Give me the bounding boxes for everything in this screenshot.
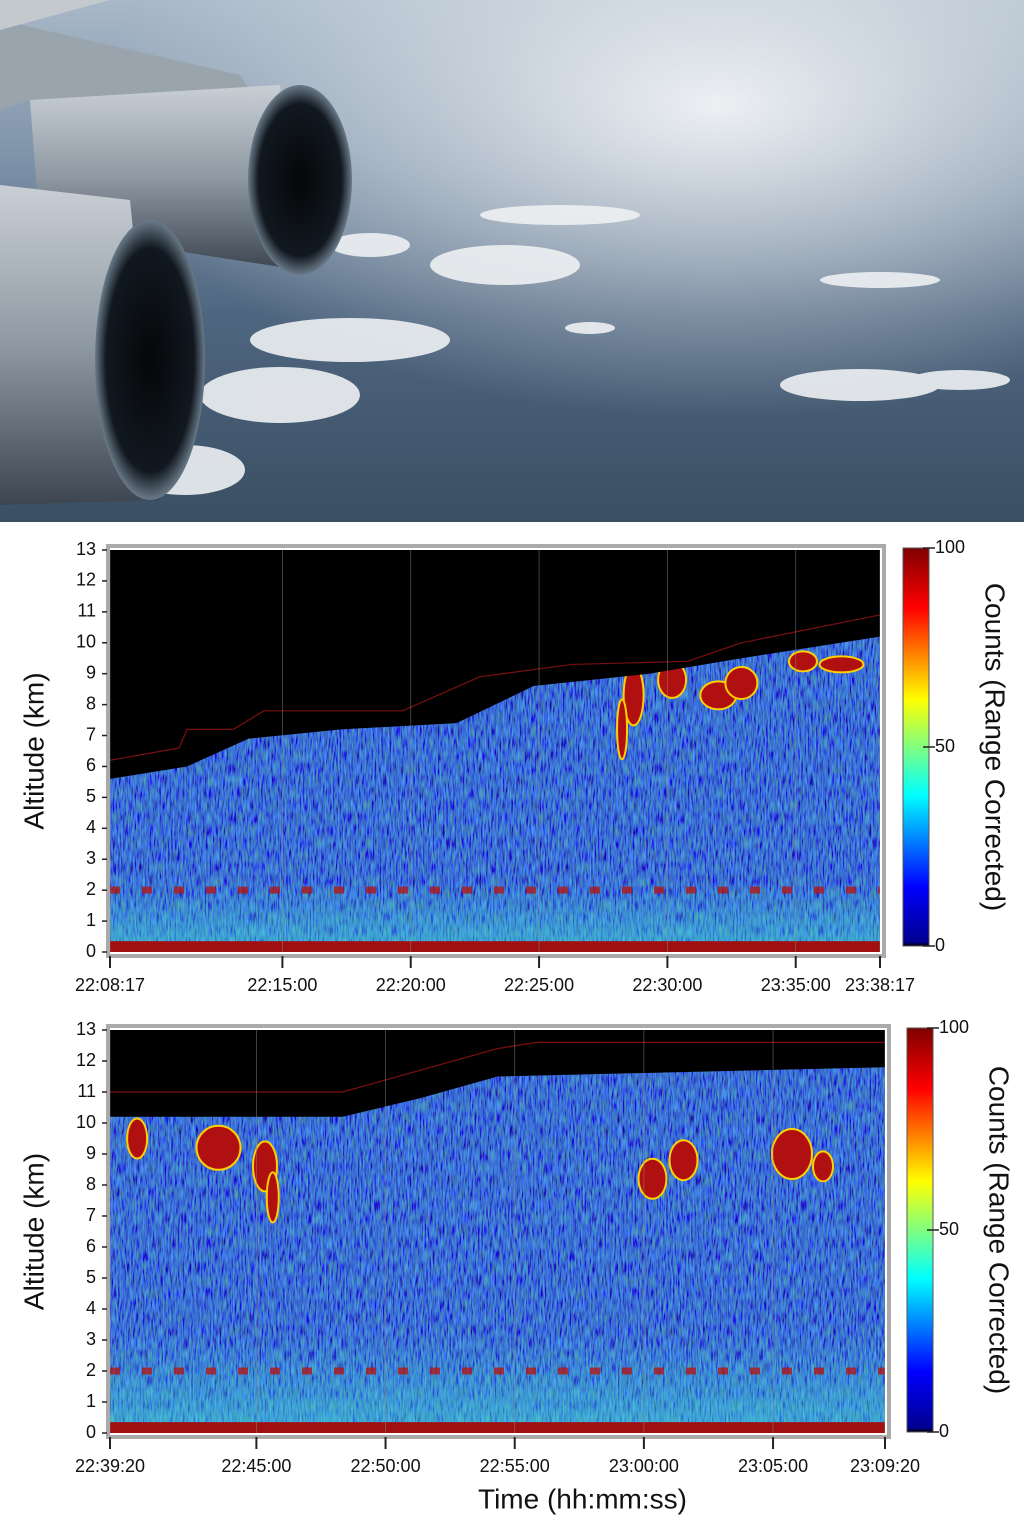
cloud-echo (616, 698, 629, 761)
y-tick-label: 8 (86, 693, 96, 713)
y-tick-label: 4 (86, 1298, 96, 1318)
x-axis-label: Time (hh:mm:ss) (478, 1483, 687, 1514)
y-tick-label: 13 (76, 539, 96, 559)
x-tick-label: 23:00:00 (609, 1456, 679, 1476)
y-tick-label: 1 (86, 1391, 96, 1411)
cloud-echo (788, 650, 818, 673)
ground-return (110, 1422, 885, 1433)
y-tick-label: 0 (86, 941, 96, 961)
y-tick-label: 11 (77, 1081, 96, 1101)
x-tick-label: 23:05:00 (738, 1456, 808, 1476)
y-tick-label: 12 (76, 1050, 96, 1070)
colorbar-label: Counts (Range Corrected) (980, 583, 1011, 911)
y-tick-label: 7 (86, 1205, 96, 1225)
cloud-echo (195, 1124, 242, 1171)
x-tick-label: 22:08:17 (75, 975, 145, 995)
cloud-echo (668, 1139, 699, 1182)
y-tick-label: 12 (76, 570, 96, 590)
y-tick-label: 6 (86, 755, 96, 775)
colorbar-tick-label: 50 (939, 1219, 959, 1239)
y-tick-label: 1 (86, 910, 96, 930)
cloud-echo (812, 1150, 834, 1183)
y-tick-label: 9 (86, 662, 96, 682)
y-tick-label: 8 (86, 1174, 96, 1194)
x-tick-label: 22:25:00 (504, 975, 574, 995)
cloud-echo (265, 1171, 280, 1224)
cloud-echo (771, 1128, 813, 1180)
y-tick-label: 4 (86, 817, 96, 837)
no-signal (110, 1030, 885, 1117)
x-tick-label: 22:45:00 (221, 1456, 291, 1476)
cloud-echo (724, 665, 759, 700)
x-tick-label: 22:50:00 (351, 1456, 421, 1476)
colorbar-label: Counts (Range Corrected) (984, 1066, 1015, 1394)
y-tick-label: 11 (77, 601, 96, 621)
x-tick-label: 22:20:00 (376, 975, 446, 995)
aircraft-photo (0, 0, 1024, 522)
aircraft-track (110, 1041, 885, 1093)
y-tick-label: 2 (86, 879, 96, 899)
no-signal (110, 550, 880, 779)
colorbar-tick-label: 100 (935, 537, 965, 557)
y-tick-label: 2 (86, 1360, 96, 1380)
plot-frame (106, 1024, 891, 1439)
boundary-layer (110, 1333, 885, 1433)
plot-frame (106, 544, 886, 958)
x-tick-label: 22:39:20 (75, 1456, 145, 1476)
x-tick-label: 23:09:20 (850, 1456, 920, 1476)
ground-return (110, 941, 880, 952)
y-tick-label: 6 (86, 1236, 96, 1256)
x-tick-label: 23:35:00 (761, 975, 831, 995)
y-tick-label: 7 (86, 724, 96, 744)
y-tick-label: 10 (76, 632, 96, 652)
y-tick-label: 0 (86, 1422, 96, 1442)
y-axis-label: Altitude (km) (18, 672, 49, 829)
cloud-echo (126, 1117, 149, 1160)
x-tick-label: 22:55:00 (480, 1456, 550, 1476)
colorbar-tick-label: 100 (939, 1017, 969, 1037)
colorbar-tick-label: 50 (935, 736, 955, 756)
y-tick-label: 10 (76, 1112, 96, 1132)
y-tick-label: 3 (86, 1329, 96, 1349)
y-tick-label: 13 (76, 1019, 96, 1039)
y-tick-label: 3 (86, 848, 96, 868)
aircraft-track (110, 614, 880, 761)
colorbar-tick-label: 0 (939, 1421, 949, 1441)
lidar-curtain (110, 1030, 885, 1433)
x-tick-label: 22:30:00 (632, 975, 702, 995)
y-axis-label: Altitude (km) (18, 1153, 49, 1310)
y-tick-label: 9 (86, 1143, 96, 1163)
lidar-curtain (110, 550, 880, 952)
colorbar-tick-label: 0 (935, 935, 945, 955)
x-tick-label: 23:38:17 (845, 975, 915, 995)
y-tick-label: 5 (86, 786, 96, 806)
cloud-echo (818, 655, 865, 674)
y-tick-label: 5 (86, 1267, 96, 1287)
x-tick-label: 22:15:00 (247, 975, 317, 995)
cloud-echo (637, 1157, 668, 1200)
